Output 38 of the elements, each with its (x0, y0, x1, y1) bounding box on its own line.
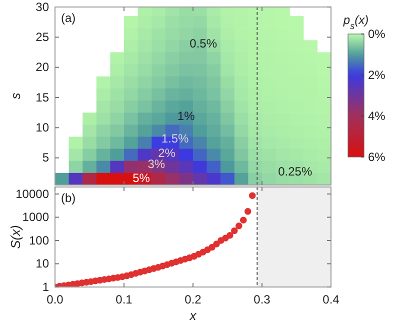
color-bar-label: 6% (368, 150, 386, 164)
x-tick-label: 0.1 (116, 292, 133, 307)
x-tick-label: 0.4 (322, 292, 340, 307)
point (213, 240, 220, 248)
y-axis-title: S(x) (8, 225, 23, 249)
y-tick-label: 20 (36, 60, 50, 74)
annotation: 1.5% (161, 132, 190, 146)
annotation: 0.25% (278, 164, 312, 178)
x-axis-title: x (188, 308, 197, 323)
x-tick-label: 0.2 (184, 292, 202, 307)
y-tick-label: 1 (42, 280, 50, 294)
annotation: 0.5% (190, 36, 218, 50)
y-tick-label: 30 (36, 0, 50, 14)
color-bar-label: 2% (368, 68, 386, 82)
point (248, 192, 256, 200)
point (231, 227, 238, 234)
annotation: 5% (132, 170, 150, 185)
annotation: (a) (61, 11, 76, 25)
y-tick-label: 10000 (16, 186, 50, 201)
y-tick-label: 10 (36, 120, 50, 135)
annotation: (b) (61, 191, 76, 205)
point (240, 216, 247, 224)
y-tick-label: 1000 (22, 210, 50, 224)
color-bar-label: 0% (368, 27, 386, 42)
color-bar-label: 4% (368, 109, 386, 124)
point (244, 208, 252, 215)
x-tick-label: 0.3 (254, 292, 271, 307)
y-tick-label: 10 (36, 256, 50, 271)
y-axis-title: s (8, 92, 23, 100)
y-tick-label: 25 (36, 30, 50, 44)
point (226, 232, 234, 239)
point (236, 222, 242, 230)
y-tick-label: 5 (42, 150, 50, 165)
y-tick-label: 100 (28, 233, 50, 248)
annotation: 1% (177, 108, 196, 123)
x-tick-label: 0.0 (46, 292, 64, 307)
color-bar-title: p$_{s}$(x) (342, 13, 369, 31)
y-tick-label: 15 (36, 90, 50, 104)
